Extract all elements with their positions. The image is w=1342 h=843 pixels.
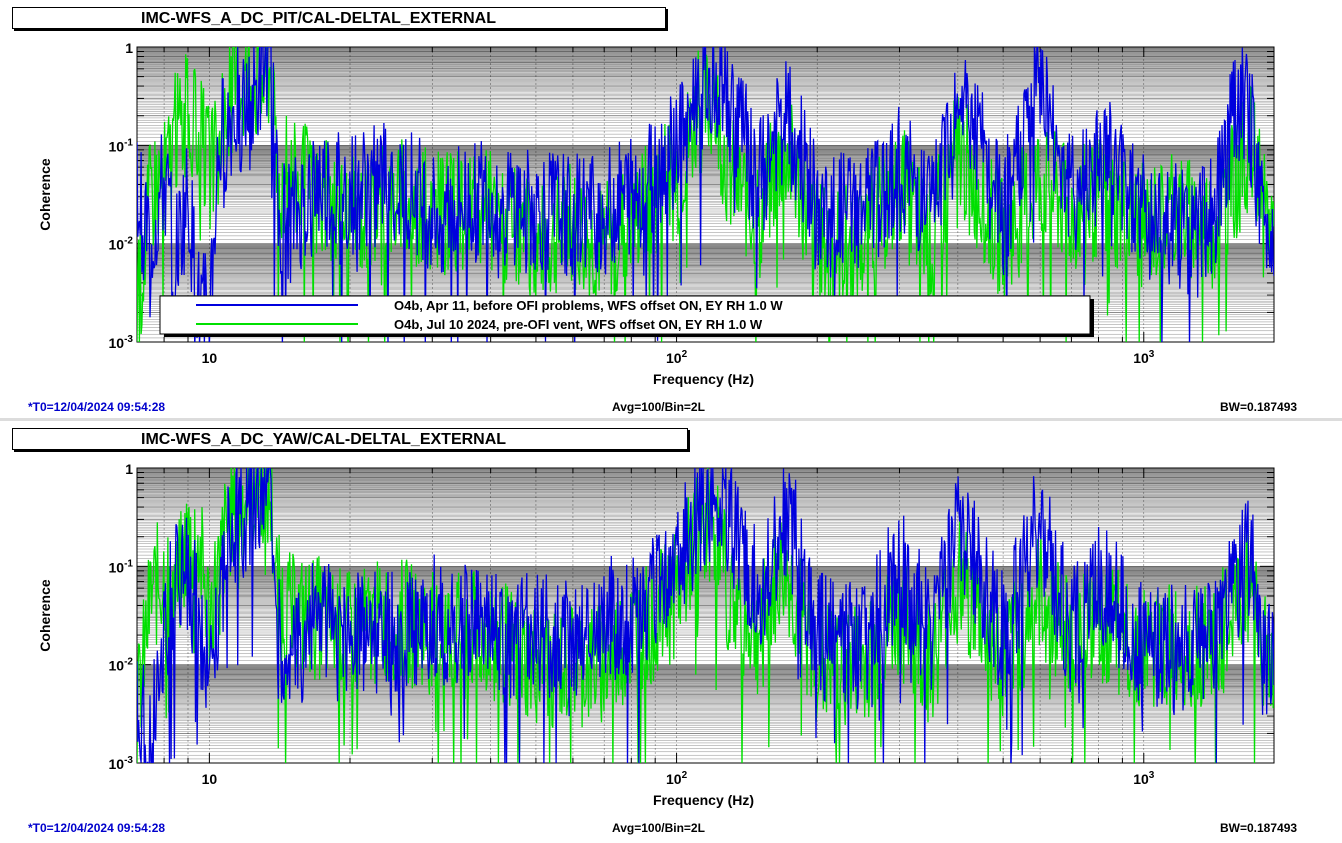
y-tick-label: 10-3 (109, 755, 134, 772)
t0-timestamp: *T0=12/04/2024 09:54:28 (28, 400, 166, 414)
y-tick-label: 10-2 (109, 236, 134, 253)
y-tick-label: 1 (125, 40, 133, 56)
y-tick-label: 10-3 (109, 334, 134, 351)
x-axis-label: Frequency (Hz) (653, 792, 754, 808)
plot-title: IMC-WFS_A_DC_PIT/CAL-DELTAL_EXTERNAL (12, 7, 666, 29)
plot-panel-yaw: IMC-WFS_A_DC_YAW/CAL-DELTAL_EXTERNAL 10-… (0, 421, 1342, 839)
legend: O4b, Apr 11, before OFI problems, WFS of… (159, 295, 1094, 337)
legend-entry: O4b, Apr 11, before OFI problems, WFS of… (394, 298, 783, 313)
x-tick-label: 102 (666, 770, 688, 787)
t0-timestamp: *T0=12/04/2024 09:54:28 (28, 821, 166, 835)
y-tick-label: 10-1 (109, 558, 134, 575)
panel-divider (0, 418, 1342, 421)
series-line (137, 47, 1274, 342)
x-tick-label: 10 (202, 350, 218, 366)
averaging-info: Avg=100/Bin=2L (612, 821, 705, 835)
bandwidth-info: BW=0.187493 (1220, 400, 1298, 414)
y-tick-label: 10-1 (109, 137, 134, 154)
plot-panel-pit: IMC-WFS_A_DC_PIT/CAL-DELTAL_EXTERNAL 10-… (0, 0, 1342, 418)
y-axis-label: Coherence (37, 158, 53, 231)
x-tick-label: 102 (666, 349, 688, 366)
x-tick-label: 103 (1133, 770, 1155, 787)
series-line (137, 468, 1274, 763)
series-line (137, 468, 1274, 763)
x-tick-label: 10 (202, 771, 218, 787)
x-tick-label: 103 (1133, 349, 1155, 366)
plot-title: IMC-WFS_A_DC_YAW/CAL-DELTAL_EXTERNAL (12, 428, 688, 450)
x-axis-label: Frequency (Hz) (653, 371, 754, 387)
bandwidth-info: BW=0.187493 (1220, 821, 1298, 835)
coherence-plot-pit[interactable]: 10-3 10-2 10-1 1 10 102 103 Frequency (Hz) Coher… (0, 0, 1342, 418)
y-axis-label: Coherence (37, 579, 53, 652)
y-tick-label: 10-2 (109, 657, 134, 674)
legend-entry: O4b, Jul 10 2024, pre-OFI vent, WFS offs… (394, 317, 763, 332)
legend-box (159, 295, 1091, 335)
averaging-info: Avg=100/Bin=2L (612, 400, 705, 414)
coherence-plot-yaw[interactable]: 10-3 10-2 10-1 1 10 102 103 Frequency (Hz) Coher… (0, 421, 1342, 839)
y-tick-label: 1 (125, 461, 133, 477)
